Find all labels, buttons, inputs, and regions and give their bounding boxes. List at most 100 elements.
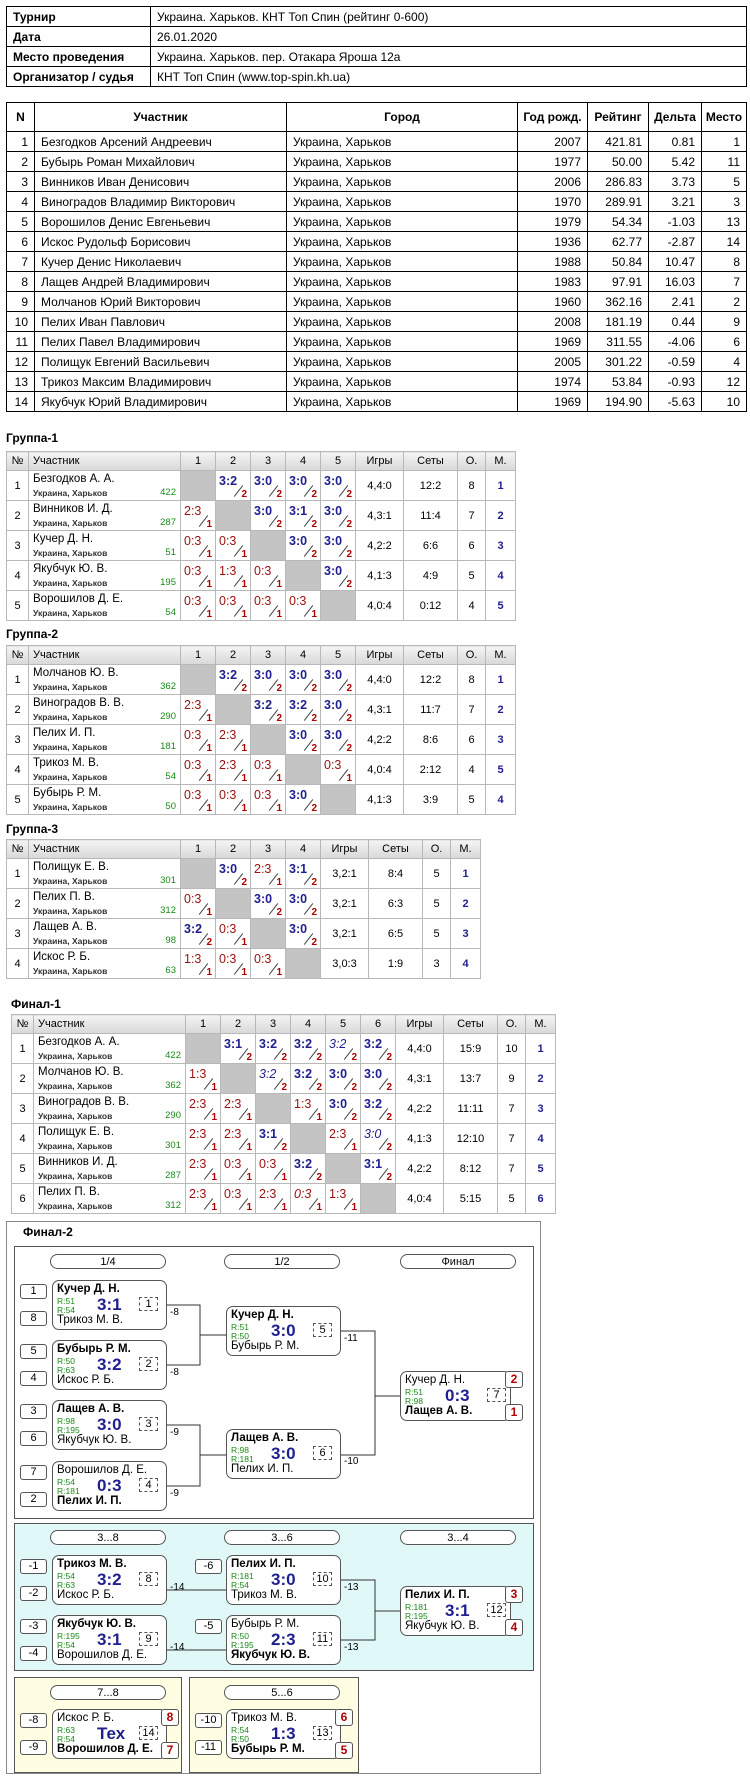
group-row: 4 Искос Р. Б. Украина, Харьков 63 1:3 1 0:3 1 0:… (6, 948, 481, 979)
match-score: 3:1 (97, 1295, 122, 1314)
score: 3:2 (289, 698, 308, 712)
match-number: 9 (139, 1632, 158, 1646)
result-cell: 3:2 2 (360, 1093, 396, 1124)
info-row: Место проведения Украина. Харьков. пер. О… (6, 46, 747, 67)
participant-name: Пелих И. П. (33, 727, 96, 739)
participant-name: Пелих П. В. (33, 891, 95, 903)
connector (341, 1330, 376, 1456)
player-rating: R:54 (57, 1571, 75, 1581)
group-row: 2 Виноградов В. В. Украина, Харьков 290 2:3 1… (6, 694, 516, 725)
result-points: 2 (311, 549, 317, 560)
result-cell: 3:2 2 (290, 1063, 326, 1094)
result-cell: 2:3 1 (185, 1183, 221, 1214)
column-header: М. (485, 451, 516, 471)
player-rating: R:54 (57, 1477, 75, 1487)
result-cell: 3:2 2 (215, 664, 251, 695)
result-cell: 0:3 1 (250, 590, 286, 621)
result-points: 1 (276, 877, 282, 888)
result-points: 2 (351, 1112, 357, 1123)
result-points: 2 (316, 1082, 322, 1093)
group-row: 5 Ворошилов Д. Е. Украина, Харьков 54 0:3 1 0:… (6, 590, 516, 621)
cell: 11 (701, 151, 747, 172)
column-header: 1 (180, 451, 216, 471)
result-points: 1 (316, 1202, 322, 1213)
cell: Украина, Харьков (286, 311, 518, 332)
participant-rating: 301 (160, 875, 176, 886)
cell: Украина, Харьков (286, 271, 518, 292)
score: 0:3 (219, 594, 237, 608)
column-header: Город (286, 102, 518, 132)
result-points: 2 (386, 1112, 392, 1123)
result-cell: 3:0 2 (285, 664, 321, 695)
column-header: М. (525, 1014, 556, 1034)
score: 3:0 (254, 668, 273, 682)
score: 3:0 (219, 862, 238, 876)
cell: 54.34 (587, 211, 649, 232)
result-points: 1 (206, 907, 212, 918)
match-number: 10 (313, 1572, 332, 1586)
cell: Молчанов Юрий Викторович (34, 291, 287, 312)
participant-name: Трикоз М. В. (33, 757, 99, 769)
points: 7 (497, 1093, 526, 1124)
result-points: 1 (241, 773, 247, 784)
score: 2:3 (219, 758, 237, 772)
score: 0:3 (289, 594, 307, 608)
score: 2:3 (259, 1187, 277, 1201)
sets: 6:3 (368, 888, 423, 919)
cell: 194.90 (587, 391, 649, 412)
result-points: 2 (311, 877, 317, 888)
participant-cell: Винников И. Д. Украина, Харьков 287 (28, 500, 181, 531)
result-points: 2 (351, 1082, 357, 1093)
player-rating: R:51 (405, 1387, 423, 1397)
player-rating: R:50 (231, 1631, 249, 1641)
header-row: № Участник 1 2 3 4 Игры Сеты О. М. (6, 839, 481, 859)
cell: 10 (701, 391, 747, 412)
place: 3 (485, 530, 516, 561)
score: 2:3 (189, 1157, 207, 1171)
result-cell: 0:3 1 (215, 948, 251, 979)
cell: 12 (701, 371, 747, 392)
seed: -1 (20, 1559, 47, 1574)
points: 5 (422, 918, 451, 949)
match: Кучер Д. Н. R:51 Лащев А. В. R:98 0:3 7 (400, 1371, 511, 1421)
loser-destination: -9 (170, 1427, 179, 1438)
final-place: 2 (505, 1371, 523, 1388)
cell: 97.91 (587, 271, 649, 292)
participant-cell: Полищук Е. В. Украина, Харьков 301 (28, 858, 181, 889)
info-value: КНТ Топ Спин (www.top-spin.kh.ua) (150, 66, 747, 87)
match-number: 14 (139, 1726, 158, 1740)
result-cell: 3:2 2 (325, 1033, 361, 1064)
diagonal-cell (285, 754, 321, 785)
final-place: 6 (335, 1709, 353, 1726)
result-cell: 3:0 2 (325, 1093, 361, 1124)
score: 3:0 (324, 564, 343, 578)
participant-city: Украина, Харьков (33, 876, 108, 886)
sets: 11:11 (443, 1093, 498, 1124)
result-points: 2 (281, 1142, 287, 1153)
score: 0:3 (184, 788, 202, 802)
score: 0:3 (219, 922, 237, 936)
result-cell: 0:3 1 (220, 1153, 256, 1184)
seed: 7 (20, 1465, 47, 1480)
result-points: 1 (241, 803, 247, 814)
round-header: 3...8 (50, 1530, 166, 1545)
diagonal-cell (325, 1153, 361, 1184)
score: 0:3 (219, 788, 237, 802)
result-points: 1 (351, 1202, 357, 1213)
place: 5 (485, 590, 516, 621)
player-name: Бубырь Р. М. (57, 1343, 131, 1355)
place: 1 (525, 1033, 556, 1064)
player-rating: R:54 (231, 1725, 249, 1735)
result-points: 2 (346, 743, 352, 754)
place: 4 (525, 1123, 556, 1154)
cell: Полищук Евгений Васильевич (34, 351, 287, 372)
player-name: Лащев А. В. (57, 1403, 125, 1415)
result-points: 1 (246, 1112, 252, 1123)
participant-rating: 195 (160, 577, 176, 588)
match-number: 6 (313, 1446, 332, 1460)
cell: Искос Рудольф Борисович (34, 231, 287, 252)
final-place: 7 (161, 1742, 179, 1759)
result-points: 1 (206, 967, 212, 978)
cell: Украина, Харьков (286, 231, 518, 252)
points: 7 (497, 1123, 526, 1154)
